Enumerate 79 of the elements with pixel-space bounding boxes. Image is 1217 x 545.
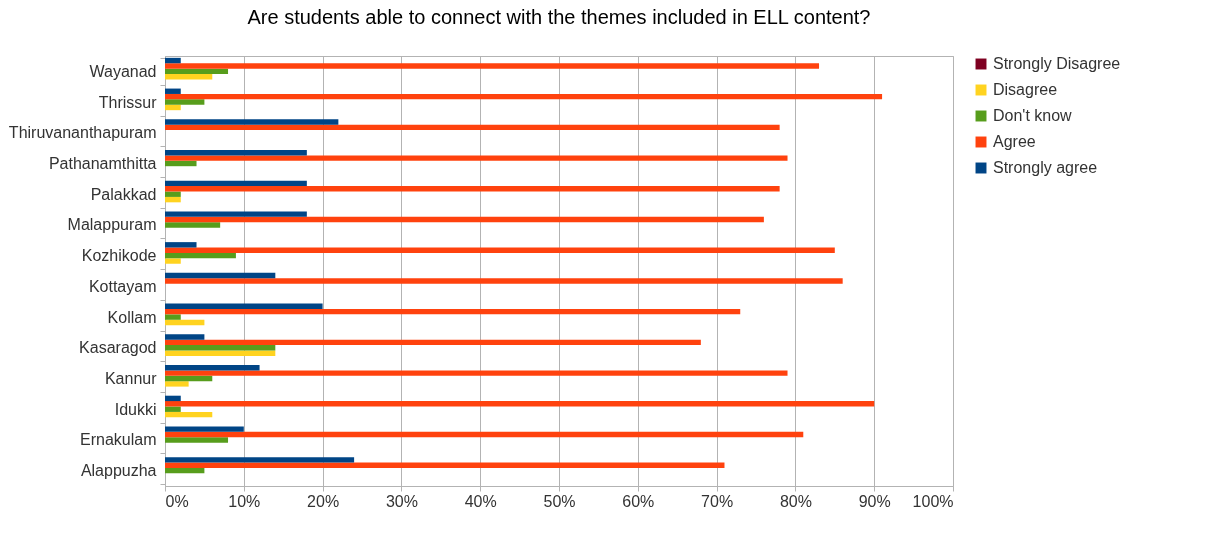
bar bbox=[165, 222, 221, 228]
bar bbox=[165, 74, 213, 80]
bar bbox=[165, 252, 236, 259]
bar bbox=[165, 180, 307, 187]
legend-label: Don't know bbox=[993, 107, 1073, 124]
x-tick-label: 70% bbox=[701, 492, 734, 510]
bar bbox=[165, 119, 339, 125]
bar bbox=[165, 467, 205, 474]
bar bbox=[165, 63, 820, 69]
bar bbox=[165, 381, 189, 387]
bar bbox=[165, 272, 276, 279]
legend-label: Agree bbox=[993, 133, 1036, 150]
bar bbox=[165, 345, 276, 351]
bar bbox=[165, 149, 307, 156]
bar bbox=[165, 406, 181, 412]
legend-label: Strongly Disagree bbox=[993, 55, 1121, 72]
x-tick-label: 80% bbox=[779, 492, 812, 510]
bar bbox=[165, 339, 701, 346]
x-tick-label: 0% bbox=[165, 492, 189, 510]
y-tick-label: Kozhikode bbox=[81, 247, 157, 265]
bar bbox=[165, 314, 181, 320]
bar bbox=[165, 93, 883, 100]
bar bbox=[165, 395, 181, 402]
x-tick-label: 90% bbox=[858, 492, 891, 510]
y-tick-label: Alappuzha bbox=[80, 462, 157, 480]
bar bbox=[165, 370, 788, 376]
bar bbox=[165, 303, 323, 309]
x-tick-label: 10% bbox=[228, 492, 261, 510]
bar bbox=[165, 431, 804, 438]
bar bbox=[165, 68, 229, 75]
x-tick-label: 60% bbox=[622, 492, 655, 510]
y-tick-label: Palakkad bbox=[90, 185, 157, 203]
y-tick-label: Pathanamthitta bbox=[48, 155, 157, 172]
bar bbox=[165, 457, 355, 463]
legend-label: Strongly agree bbox=[993, 159, 1098, 176]
y-tick-label: Kottayam bbox=[88, 277, 157, 295]
y-tick-label: Thiruvananthapuram bbox=[8, 124, 157, 142]
x-tick-label: 100% bbox=[912, 492, 954, 510]
chart-title: Are students able to connect with the themes included in ELL content? bbox=[247, 6, 871, 28]
bar bbox=[165, 186, 780, 192]
y-tick-label: Thrissur bbox=[98, 93, 158, 111]
bar bbox=[165, 242, 197, 248]
bar bbox=[165, 216, 764, 223]
y-tick-label: Ernakulam bbox=[80, 431, 157, 449]
y-tick-label: Malappuram bbox=[67, 216, 157, 234]
x-tick-label: 30% bbox=[385, 492, 418, 510]
bar bbox=[165, 104, 181, 111]
bar bbox=[165, 278, 843, 284]
bar bbox=[165, 401, 875, 407]
x-tick-label: 40% bbox=[464, 492, 497, 510]
bar bbox=[165, 462, 725, 468]
bar bbox=[165, 160, 197, 167]
bar bbox=[165, 57, 181, 64]
bar bbox=[165, 191, 181, 197]
x-tick-label: 20% bbox=[307, 492, 340, 510]
x-tick-label: 50% bbox=[543, 492, 576, 510]
bar bbox=[165, 99, 205, 105]
y-tick-label: Kasaragod bbox=[79, 339, 157, 357]
bar bbox=[165, 350, 276, 356]
bar bbox=[165, 375, 213, 382]
legend-label: Disagree bbox=[993, 81, 1058, 98]
y-tick-label: Kannur bbox=[104, 370, 158, 387]
bar bbox=[165, 308, 741, 315]
bar bbox=[165, 437, 229, 443]
bar bbox=[165, 319, 205, 326]
bar bbox=[165, 426, 244, 432]
bar bbox=[165, 411, 213, 418]
bar bbox=[165, 258, 181, 264]
bar bbox=[165, 196, 181, 203]
bar bbox=[165, 247, 835, 253]
y-tick-label: Kollam bbox=[107, 308, 157, 326]
bar bbox=[165, 364, 260, 371]
y-tick-label: Wayanad bbox=[89, 62, 157, 80]
y-tick-label: Idukki bbox=[114, 400, 157, 418]
bar bbox=[165, 334, 205, 340]
bar bbox=[165, 88, 181, 94]
bar bbox=[165, 124, 780, 131]
bar bbox=[165, 211, 307, 217]
bar bbox=[165, 155, 788, 161]
